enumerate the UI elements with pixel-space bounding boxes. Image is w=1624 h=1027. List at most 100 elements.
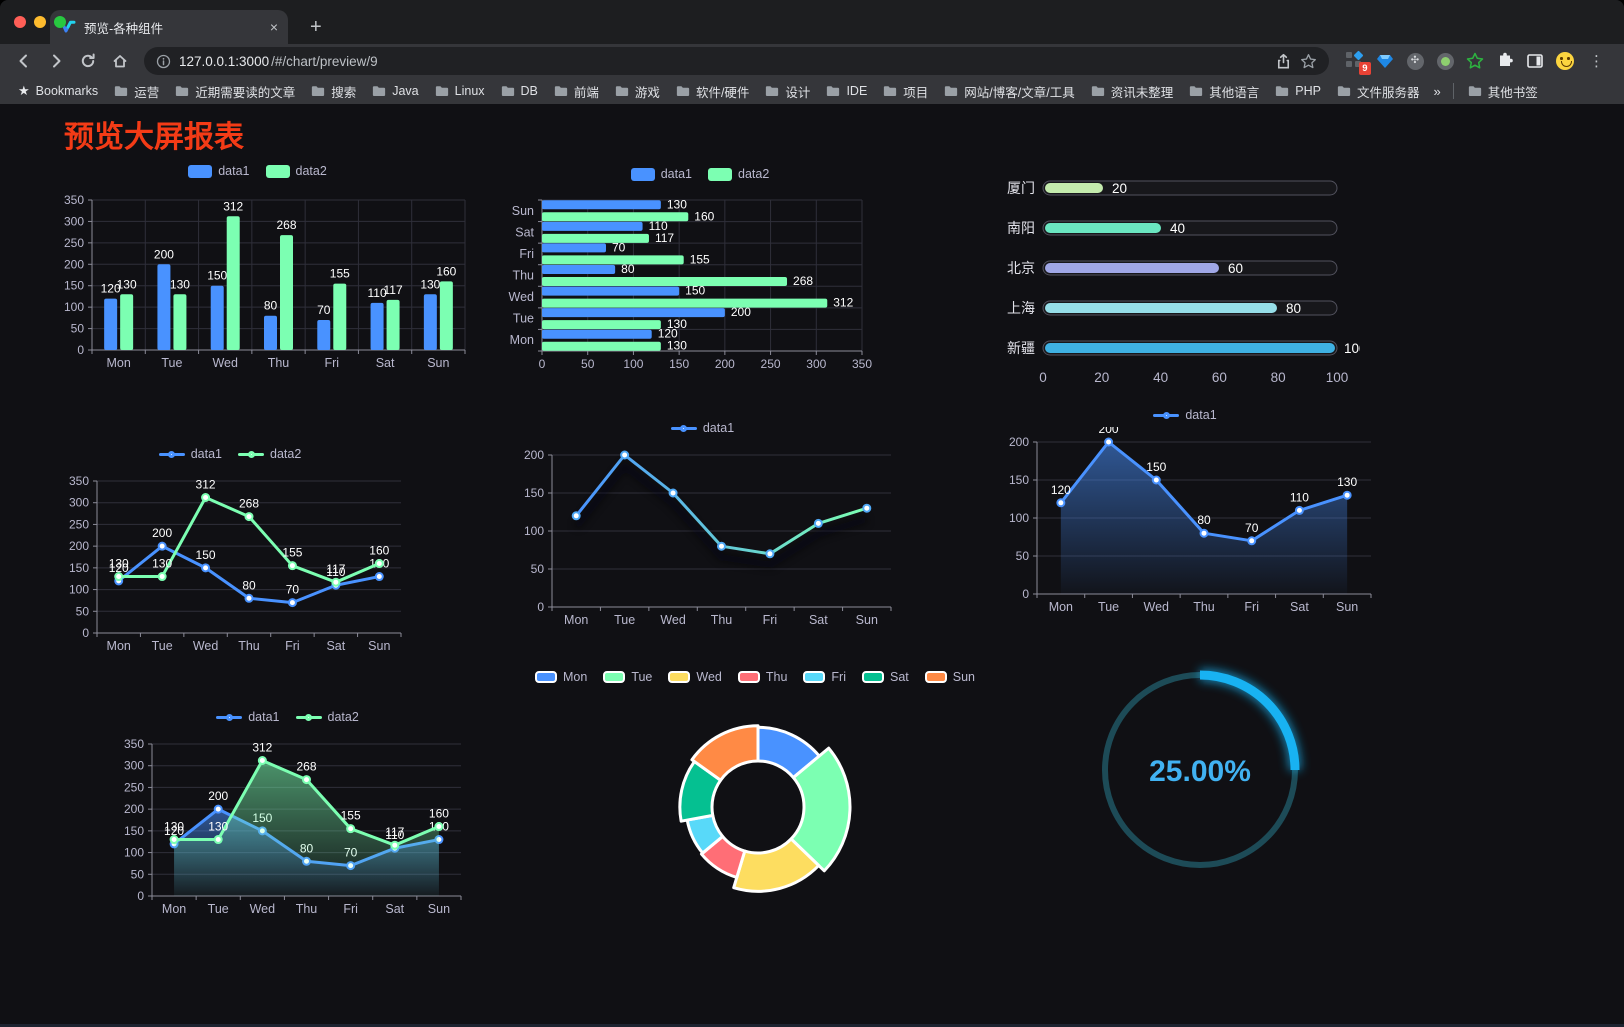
svg-text:312: 312 — [223, 199, 243, 213]
bookmark-folder[interactable]: 游戏 — [607, 79, 668, 103]
reload-button[interactable] — [74, 47, 102, 75]
svg-text:130: 130 — [164, 820, 184, 834]
browser-tab[interactable]: 预览-各种组件 × — [50, 10, 288, 44]
tab-title: 预览-各种组件 — [84, 21, 164, 36]
folder-icon — [435, 86, 448, 96]
bookmark-folder[interactable]: PHP — [1267, 79, 1329, 103]
legend-item[interactable]: Sat — [862, 670, 909, 684]
folder-icon — [1276, 86, 1289, 96]
svg-text:155: 155 — [690, 252, 710, 266]
bookmark-folder[interactable]: 其他语言 — [1181, 79, 1267, 103]
bookmark-label: DB — [520, 84, 538, 98]
chart-legend: data1 data2 — [40, 159, 475, 183]
bookmark-star-icon[interactable] — [1300, 53, 1317, 70]
svg-text:南阳: 南阳 — [1007, 220, 1035, 236]
legend-swatch — [803, 671, 826, 683]
legend-item[interactable]: Sun — [924, 670, 975, 684]
svg-text:268: 268 — [296, 760, 316, 774]
puzzle-extensions-icon[interactable] — [1495, 51, 1515, 71]
folder-icon — [1468, 86, 1481, 96]
legend-item[interactable]: Wed — [668, 670, 722, 684]
legend-item[interactable]: data1 — [630, 167, 692, 181]
svg-text:Thu: Thu — [1193, 600, 1215, 614]
svg-text:200: 200 — [64, 257, 84, 271]
bookmark-folder[interactable]: DB — [493, 79, 546, 103]
bookmarks-divider — [1452, 83, 1454, 99]
svg-text:20: 20 — [1094, 370, 1109, 385]
legend-item[interactable]: data2 — [708, 167, 769, 181]
svg-text:130: 130 — [667, 197, 687, 211]
legend-swatch — [737, 671, 760, 683]
bookmark-folder[interactable]: 资讯未整理 — [1083, 79, 1182, 103]
extension-record-icon[interactable] — [1435, 51, 1455, 71]
legend-item[interactable]: data1 — [670, 421, 734, 435]
bookmark-folder[interactable]: 近期需要读的文章 — [167, 79, 303, 103]
bookmark-label: 网站/博客/文章/工具 — [964, 85, 1075, 100]
folder-icon — [1337, 86, 1351, 96]
legend-item[interactable]: Fri — [803, 670, 846, 684]
legend-item[interactable]: data1 — [1153, 408, 1217, 422]
emoji-extension-icon[interactable] — [1555, 51, 1575, 71]
legend-item[interactable]: data1 — [216, 710, 280, 724]
bookmark-folder[interactable]: 网站/博客/文章/工具 — [936, 79, 1082, 103]
bookmark-label: 游戏 — [634, 85, 660, 100]
url-bar[interactable]: 127.0.0.1:3000 /#/chart/preview/9 — [144, 47, 1329, 75]
svg-text:Sun: Sun — [427, 356, 449, 370]
bookmark-folder[interactable]: 软件/硬件 — [668, 79, 757, 103]
bookmark-folder[interactable]: Linux — [427, 79, 493, 103]
legend-item[interactable]: Thu — [737, 670, 787, 684]
bookmark-folder[interactable]: 文件服务器 — [1329, 79, 1428, 103]
back-button[interactable] — [10, 47, 38, 75]
bookmark-folder[interactable]: 前端 — [546, 79, 607, 103]
bookmark-folder[interactable]: 项目 — [875, 79, 936, 103]
legend-item[interactable]: Mon — [534, 670, 588, 684]
share-icon[interactable] — [1275, 53, 1292, 70]
extension-grid-icon[interactable]: 9 — [1345, 50, 1371, 75]
home-button[interactable] — [106, 47, 134, 75]
tab-close-icon[interactable]: × — [269, 19, 278, 35]
close-window-button[interactable] — [14, 16, 26, 28]
zoom-window-button[interactable] — [54, 16, 66, 28]
extension-gem-icon[interactable] — [1375, 51, 1395, 71]
chart-legend: data1 data2 — [45, 442, 415, 466]
legend-label: data2 — [270, 447, 302, 461]
svg-text:上海: 上海 — [1007, 300, 1035, 316]
browser-menu-button[interactable]: ⋮ — [1589, 53, 1604, 70]
bookmark-folder[interactable]: 搜索 — [303, 79, 364, 103]
legend-item[interactable]: data2 — [238, 447, 301, 461]
svg-text:25.00%: 25.00% — [1149, 755, 1251, 788]
svg-text:200: 200 — [208, 789, 228, 803]
legend-swatch — [603, 671, 626, 683]
bookmark-folder[interactable]: 设计 — [757, 79, 818, 103]
bookmarks-manager[interactable]: ★ Bookmarks — [10, 79, 106, 103]
legend-label: data2 — [295, 164, 327, 178]
legend-label: data1 — [218, 164, 250, 178]
bookmarks-overflow-chevron[interactable]: » — [1433, 83, 1441, 99]
svg-text:200: 200 — [524, 448, 544, 462]
extension-star-icon[interactable] — [1465, 51, 1485, 71]
bookmark-folder[interactable]: IDE — [818, 79, 875, 103]
svg-text:0: 0 — [82, 626, 89, 640]
svg-text:Fri: Fri — [763, 613, 778, 627]
svg-text:110: 110 — [385, 828, 404, 842]
legend-item[interactable]: data2 — [295, 710, 359, 724]
site-info-icon[interactable] — [156, 54, 171, 69]
forward-button[interactable] — [42, 47, 70, 75]
svg-text:100: 100 — [623, 357, 643, 371]
legend-label: Mon — [562, 670, 588, 684]
legend-item[interactable]: data1 — [188, 164, 250, 178]
legend-item[interactable]: data2 — [265, 164, 327, 178]
side-panel-icon[interactable] — [1525, 51, 1545, 71]
svg-text:130: 130 — [117, 277, 137, 291]
svg-text:150: 150 — [196, 548, 216, 562]
minimize-window-button[interactable] — [34, 16, 46, 28]
bookmark-folder[interactable]: 运营 — [106, 79, 167, 103]
extension-circle-icon[interactable]: ✣ — [1405, 51, 1425, 71]
bookmark-folder[interactable]: Java — [364, 79, 426, 103]
legend-item[interactable]: data1 — [158, 447, 222, 461]
other-bookmarks-folder[interactable]: 其他书签 — [1460, 79, 1546, 103]
legend-item[interactable]: Tue — [603, 670, 652, 684]
new-tab-button[interactable]: + — [310, 15, 322, 38]
legend-label: data1 — [1185, 408, 1217, 422]
chart-canvas: 0 50 100 150 200 250 300 350 Sun Sat Fri Thu Wed Tue M… — [509, 197, 873, 371]
